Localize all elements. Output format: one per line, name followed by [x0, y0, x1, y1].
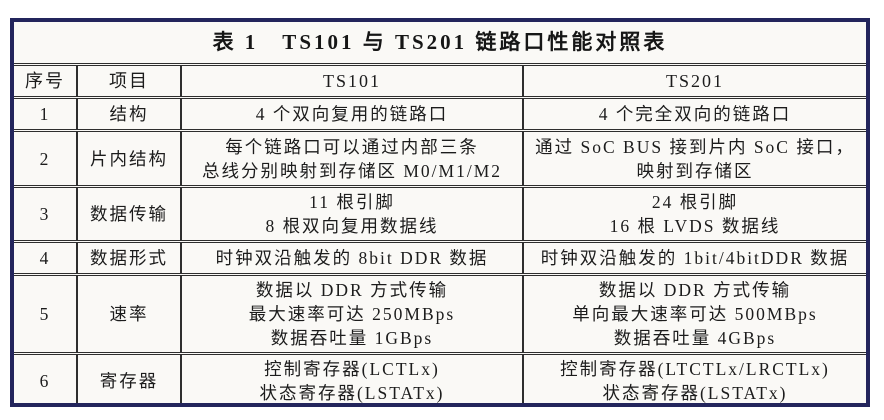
cell-ts101: 每个链路口可以通过内部三条 总线分别映射到存储区 M0/M1/M2 [180, 132, 522, 185]
cell-item: 寄存器 [76, 355, 180, 403]
cell-ts201: 时钟双沿触发的 1bit/4bitDDR 数据 [522, 243, 866, 273]
cell-no: 1 [39, 104, 51, 124]
scanned-table-frame: 表 1 TS101 与 TS201 链路口性能对照表 序号 项目 TS101 T… [10, 18, 870, 407]
comparison-table: 序号 项目 TS101 TS201 1 结构 4 个双向复用的链路口 4 个完全… [14, 63, 866, 403]
table-row: 3 数据传输 11 根引脚 8 根双向复用数据线 24 根引脚 16 根 LVD… [14, 185, 866, 240]
cell-item: 数据形式 [76, 243, 180, 273]
table-row: 5 速率 数据以 DDR 方式传输 最大速率可达 250MBps 数据吞吐量 1… [14, 273, 866, 352]
header-ts201: TS201 [522, 66, 866, 96]
cell-item: 片内结构 [76, 132, 180, 185]
cell-ts201: 4 个完全双向的链路口 [522, 99, 866, 129]
cell-item: 结构 [76, 99, 180, 129]
table-row: 6 寄存器 控制寄存器(LCTLx) 状态寄存器(LSTATx) 控制寄存器(L… [14, 352, 866, 403]
cell-ts101: 11 根引脚 8 根双向复用数据线 [180, 188, 522, 240]
table-row: 4 数据形式 时钟双沿触发的 8bit DDR 数据 时钟双沿触发的 1bit/… [14, 240, 866, 273]
cell-ts101: 4 个双向复用的链路口 [180, 99, 522, 129]
cell-ts201: 数据以 DDR 方式传输 单向最大速率可达 500MBps 数据吞吐量 4GBp… [522, 276, 866, 352]
header-ts101: TS101 [180, 66, 522, 96]
cell-ts201: 通过 SoC BUS 接到片内 SoC 接口， 映射到存储区 [522, 132, 866, 185]
cell-ts101: 时钟双沿触发的 8bit DDR 数据 [180, 243, 522, 273]
cell-ts101: 数据以 DDR 方式传输 最大速率可达 250MBps 数据吞吐量 1GBps [180, 276, 522, 352]
cell-ts201: 24 根引脚 16 根 LVDS 数据线 [522, 188, 866, 240]
table-row: 2 片内结构 每个链路口可以通过内部三条 总线分别映射到存储区 M0/M1/M2… [14, 129, 866, 185]
header-no: 序号 [25, 71, 65, 91]
table-row: 1 结构 4 个双向复用的链路口 4 个完全双向的链路口 [14, 96, 866, 129]
header-item: 项目 [76, 66, 180, 96]
cell-ts201: 控制寄存器(LTCTLx/LRCTLx) 状态寄存器(LSTATx) [522, 355, 866, 403]
cell-no: 5 [39, 304, 51, 324]
cell-no: 6 [39, 371, 51, 391]
header-row: 序号 项目 TS101 TS201 [14, 63, 866, 96]
cell-ts101: 控制寄存器(LCTLx) 状态寄存器(LSTATx) [180, 355, 522, 403]
cell-no: 2 [39, 148, 51, 169]
cell-no: 3 [39, 204, 51, 224]
cell-no: 4 [39, 248, 51, 268]
cell-item: 速率 [76, 276, 180, 352]
cell-item: 数据传输 [76, 188, 180, 240]
table-caption: 表 1 TS101 与 TS201 链路口性能对照表 [212, 30, 668, 54]
